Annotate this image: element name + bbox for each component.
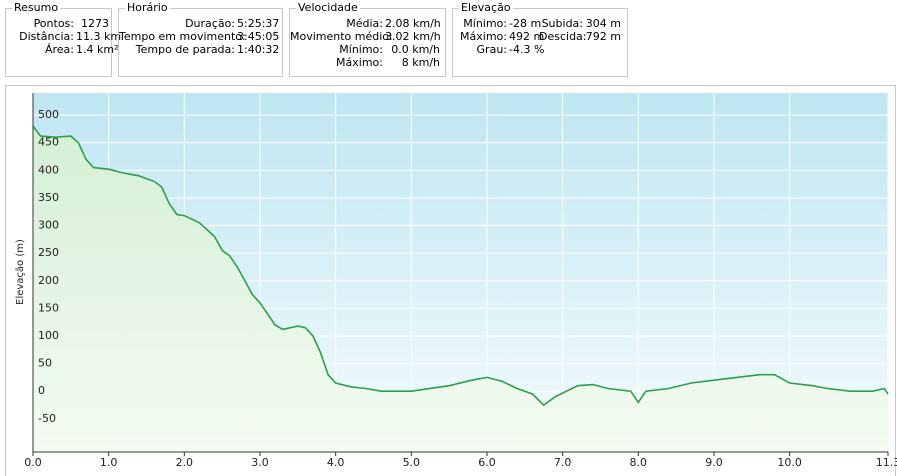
panel-title: Elevação [459, 1, 513, 15]
stat-value: 2.08 km/h [385, 17, 441, 30]
y-tick-label: 50 [38, 357, 52, 370]
stat-value: 304 m [585, 17, 621, 30]
x-tick-label: 10.0 [777, 456, 802, 469]
stat-value: 3:45:05 [237, 30, 280, 43]
stat-row: Tempo de parada: 1:40:32 [119, 43, 282, 56]
y-tick-label: 150 [38, 301, 59, 314]
x-tick-label: 2.0 [176, 456, 194, 469]
stat-row: Área: 1.4 km² [6, 43, 119, 56]
panel-title: Resumo [12, 1, 61, 15]
stat-value: 792 m [585, 30, 621, 43]
x-tick-label: 6.0 [478, 456, 496, 469]
stat-row: Mínimo: 0.0 km/h [290, 43, 445, 56]
stat-label: Subida: [541, 17, 583, 30]
stat-label: Máximo: [336, 56, 383, 69]
y-tick-label: -50 [38, 412, 56, 425]
y-tick-label: 450 [38, 136, 59, 149]
stat-row: Pontos: 1273 [6, 17, 111, 30]
stat-row: Distância: 11.3 km [6, 30, 121, 43]
stat-value: 0.0 km/h [391, 43, 440, 56]
stat-value: 1:40:32 [237, 43, 280, 56]
stat-value: 1.4 km² [76, 43, 119, 56]
y-tick-label: 300 [38, 219, 59, 232]
y-tick-label: 350 [38, 191, 59, 204]
y-tick-label: 100 [38, 329, 59, 342]
stat-label: Pontos: [33, 17, 74, 30]
stat-label: Mínimo: [339, 43, 383, 56]
stat-row: Tempo em movimento: 3:45:05 [119, 30, 282, 43]
stat-value: -4.3 % [509, 43, 545, 56]
x-tick-label: 0.0 [24, 456, 42, 469]
y-tick-label: 250 [38, 246, 59, 259]
elevation-line [32, 125, 889, 407]
y-tick-label: 200 [38, 274, 59, 287]
stat-label: Tempo em movimento: [119, 30, 246, 43]
stat-value: 492 m [509, 30, 545, 43]
stat-label: Média: [346, 17, 383, 30]
stat-label: Distância: [19, 30, 74, 43]
stat-label: Área: [44, 43, 74, 56]
panel-title: Horário [125, 1, 170, 15]
x-tick-label: 5.0 [403, 456, 421, 469]
panel-title: Velocidade [296, 1, 360, 15]
stat-label: Duração: [185, 17, 235, 30]
x-tick-label: 1.0 [100, 456, 118, 469]
stats-panel: Velocidade Média: 2.08 km/h Movimento médio… [289, 1, 446, 77]
y-tick-label: 0 [38, 384, 45, 397]
stats-panel: Horário Duração: 5:25:37 Tempo em movimento… [118, 1, 283, 77]
stat-label: Mínimo: [463, 17, 507, 30]
stat-row: Média: 2.08 km/h [290, 17, 445, 30]
stat-value: 5:25:37 [237, 17, 280, 30]
stat-row: Máximo: 8 km/h [290, 56, 445, 69]
x-tick-label: 8.0 [630, 456, 648, 469]
stats-panel: Resumo Pontos: 1273 Distância: 11.3 km Área: 1… [5, 1, 121, 77]
x-tick-label: 11.3 [876, 456, 897, 469]
stat-row: Grau: -4.3 % [453, 43, 627, 56]
y-axis-label: Elevação (m) [15, 239, 26, 305]
stat-value: 8 km/h [401, 56, 440, 69]
stats-panel: Elevação Mínimo: -28 m Subida: 304 m Máximo: 4… [452, 1, 628, 77]
elevation-area [33, 126, 888, 452]
stat-row: Duração: 5:25:37 [119, 17, 282, 30]
stat-label: Movimento médio: [290, 30, 393, 43]
x-tick-label: 3.0 [251, 456, 269, 469]
y-tick-label: 400 [38, 163, 59, 176]
stat-value: -28 m [509, 17, 542, 30]
stat-value: 1273 [81, 17, 109, 30]
stat-row: Máximo: 492 m Descida: 792 m [453, 30, 627, 43]
stat-label: Descida: [539, 30, 587, 43]
stat-row: Mínimo: -28 m Subida: 304 m [453, 17, 627, 30]
x-tick-label: 4.0 [327, 456, 345, 469]
y-tick-label: 500 [38, 108, 59, 121]
x-tick-label: 7.0 [554, 456, 572, 469]
stat-row: Movimento médio: 3.02 km/h [290, 30, 445, 43]
x-tick-label: 9.0 [705, 456, 723, 469]
stat-label: Tempo de parada: [135, 43, 235, 56]
stat-label: Máximo: [460, 30, 507, 43]
stat-value: 3.02 km/h [385, 30, 441, 43]
stat-label: Grau: [476, 43, 507, 56]
